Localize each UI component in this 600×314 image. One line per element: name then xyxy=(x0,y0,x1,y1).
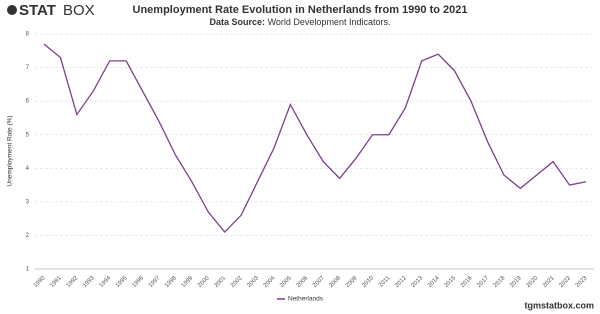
x-tick-label: 1992 xyxy=(66,275,80,289)
subtitle-label: Data Source: xyxy=(210,17,266,27)
x-tick-label: 2003 xyxy=(246,275,260,289)
legend-label: Netherlands xyxy=(288,296,324,303)
x-tick-label: 1996 xyxy=(131,275,145,289)
x-tick-label: 2021 xyxy=(542,275,556,289)
x-tick-label: 2013 xyxy=(411,275,425,289)
y-tick-label: 6 xyxy=(26,99,30,105)
logo-bold: STAT xyxy=(19,2,56,19)
y-tick-label: 4 xyxy=(26,166,30,172)
y-tick-label: 2 xyxy=(26,233,30,239)
y-tick-label: 3 xyxy=(26,199,30,205)
x-tick-label: 2007 xyxy=(312,275,326,289)
x-tick-label: 2018 xyxy=(493,275,507,289)
x-tick-label: 2004 xyxy=(263,275,277,289)
x-tick-label: 2015 xyxy=(443,275,457,289)
x-tick-label: 1993 xyxy=(82,275,96,289)
x-tick-label: 2005 xyxy=(279,275,293,289)
x-tick-label: 1994 xyxy=(99,275,113,289)
x-tick-label: 2020 xyxy=(526,275,540,289)
x-tick-label: 2002 xyxy=(230,275,244,289)
x-tick-label: 2010 xyxy=(361,275,375,289)
x-tick-label: 2022 xyxy=(558,275,572,289)
x-tick-label: 2023 xyxy=(575,275,589,289)
logo-light: BOX xyxy=(63,2,95,19)
y-axis-label: Unemployment Rate (%) xyxy=(7,115,14,186)
line-series xyxy=(43,43,587,234)
logo-icon xyxy=(7,5,17,15)
x-tick-label: 1997 xyxy=(148,275,162,289)
x-tick-label: 1991 xyxy=(49,275,63,289)
x-tick-label: 2014 xyxy=(427,275,441,289)
x-tick-label: 2011 xyxy=(378,275,392,289)
subtitle-text: World Development Indicators. xyxy=(268,17,391,27)
x-tick-label: 1999 xyxy=(181,275,195,289)
x-tick-label: 2001 xyxy=(214,275,228,289)
y-tick-label: 1 xyxy=(26,267,30,273)
x-tick-label: 2009 xyxy=(345,275,359,289)
x-tick-label: 2012 xyxy=(394,275,408,289)
chart-title: Unemployment Rate Evolution in Netherlan… xyxy=(133,4,468,16)
footer: tgmstatbox.com xyxy=(524,300,594,310)
x-tick-label: 2017 xyxy=(476,275,490,289)
y-tick-label: 5 xyxy=(26,132,30,138)
x-tick-label: 1998 xyxy=(164,275,178,289)
x-tick-label: 2016 xyxy=(460,275,474,289)
x-tick-label: 2019 xyxy=(509,275,523,289)
y-tick-label: 7 xyxy=(26,65,30,71)
logo: STAT BOX xyxy=(7,2,95,19)
chart-subtitle: Data Source: World Development Indicator… xyxy=(210,17,391,27)
x-tick-label: 2008 xyxy=(328,275,342,289)
x-tick-label: 1990 xyxy=(33,275,47,289)
x-tick-label: 1995 xyxy=(115,275,129,289)
x-tick-label: 2000 xyxy=(197,275,211,289)
y-tick-label: 8 xyxy=(26,32,30,38)
x-tick-label: 2006 xyxy=(296,275,310,289)
